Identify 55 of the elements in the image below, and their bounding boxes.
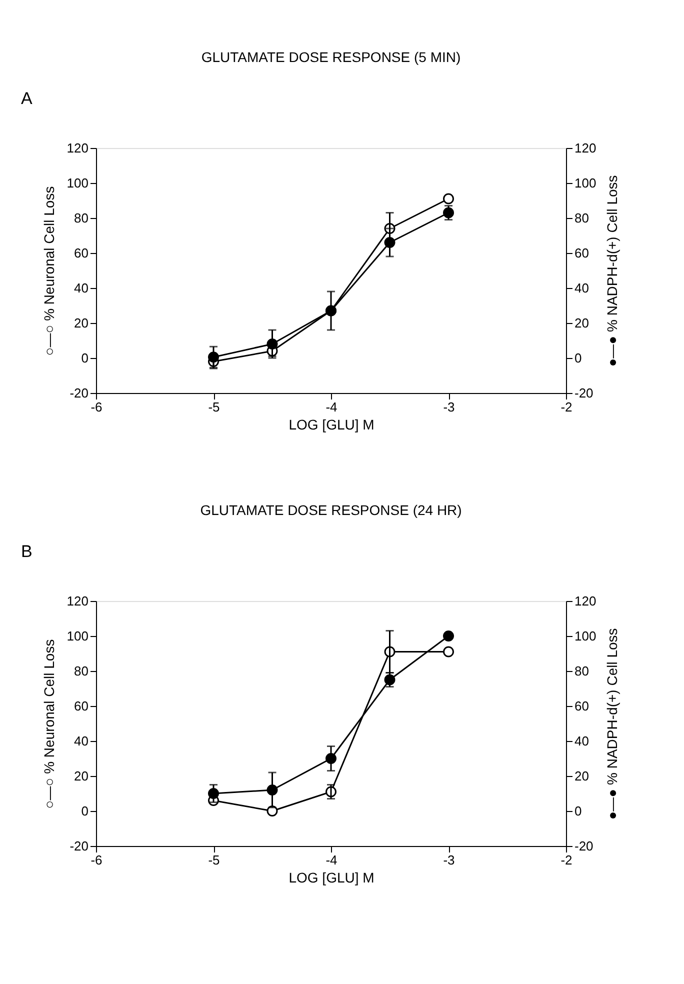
x-tick-label: -5 [208,852,220,868]
y2-tick-label: 20 [574,768,589,784]
y2-tick-label: 80 [574,210,589,226]
text: A [21,89,33,108]
x-axis-title: LOG [GLU] M [288,416,374,432]
x-tick-label: -6 [90,852,102,868]
point [443,630,454,642]
y-tick-label: 100 [66,628,88,644]
y2-tick-label: 120 [574,140,596,156]
y-axis-title: ○—○ % Neuronal Cell Loss [40,639,57,809]
y2-tick-label: 40 [574,734,589,748]
y-tick-label: 120 [66,140,88,156]
y-axis-title: ○—○ % Neuronal Cell Loss [40,186,57,356]
y2-tick-label: 60 [574,698,589,714]
x-tick-label: -4 [326,852,338,868]
y2-tick-label: 0 [574,804,582,818]
y2-axis-title: ●—● % NADPH-d(+) Cell Loss [604,628,620,820]
y-tick-label: 0 [81,350,88,366]
y2-tick-label: 60 [574,246,589,260]
y-tick-label: 20 [74,316,88,330]
x-tick-label: -4 [326,400,338,414]
y-tick-label: -20 [70,838,88,854]
y-tick-label: -20 [70,386,88,400]
y2-axis-title: ●—● % NADPH-d(+) Cell Loss [604,175,620,367]
y2-tick-label: -20 [574,386,594,400]
y2-tick-label: 40 [574,280,589,296]
x-axis-title: LOG [GLU] M [288,870,374,886]
y-tick-label: 80 [74,210,88,226]
point [443,646,454,658]
y2-tick-label: 100 [574,176,596,190]
point [443,193,454,204]
y-tick-label: 60 [74,246,88,260]
x-tick-label: -3 [443,400,455,414]
y-tick-label: 80 [74,664,88,678]
y2-tick-label: 100 [574,628,596,644]
y2-tick-label: 120 [574,594,596,608]
x-tick-label: -3 [443,852,455,868]
y2-tick-label: 20 [574,316,589,330]
y-tick-label: 40 [74,280,88,296]
y-tick-label: 40 [74,734,88,748]
y-tick-label: 100 [66,176,88,190]
y-tick-label: 60 [74,698,88,714]
y-tick-label: 120 [66,594,88,608]
y-tick-label: 0 [81,804,88,818]
x-tick-label: -2 [560,852,572,868]
y2-tick-label: 80 [574,664,589,678]
chart-title: GLUTAMATE DOSE RESPONSE (24 HR) [200,502,462,518]
x-tick-label: -5 [208,400,220,414]
x-tick-label: -6 [90,400,102,414]
x-tick-label: -2 [560,400,572,414]
text: B [21,542,32,561]
y2-tick-label: -20 [574,838,594,854]
chart-title: GLUTAMATE DOSE RESPONSE (5 MIN) [201,49,461,65]
y-tick-label: 20 [74,768,88,784]
y2-tick-label: 0 [574,350,582,366]
